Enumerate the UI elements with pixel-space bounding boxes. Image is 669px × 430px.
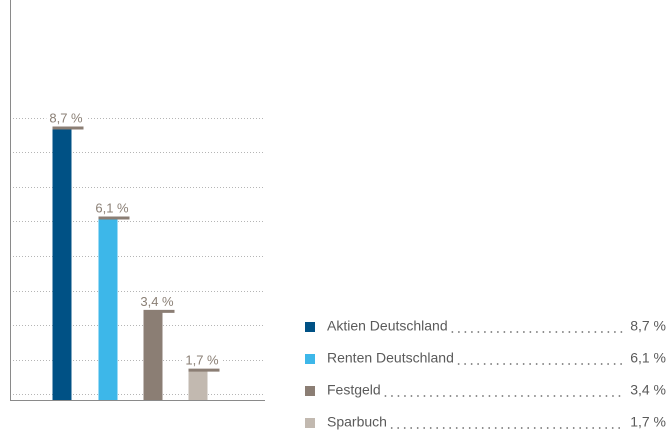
- grid: [10, 118, 265, 395]
- legend-label: Aktien Deutschland: [327, 318, 448, 334]
- label-background: [182, 352, 223, 368]
- legend-value: 8,7 %: [630, 318, 666, 334]
- legend-value: 1,7 %: [630, 414, 666, 430]
- legend-label: Sparbuch: [327, 414, 387, 430]
- bar: [143, 311, 163, 400]
- legend: Aktien Deutschland 8,7 % Renten Deutschlan…: [305, 318, 666, 430]
- legend-value: 6,1 %: [630, 350, 666, 366]
- legend-value: 3,4 %: [630, 382, 666, 398]
- label-background: [137, 293, 178, 309]
- label-background: [46, 110, 87, 126]
- legend-swatch: [305, 386, 315, 396]
- value-label: 1,7 %: [185, 353, 219, 368]
- label-background: [92, 200, 133, 216]
- bar: [98, 217, 118, 400]
- value-label: 6,1 %: [95, 200, 129, 215]
- legend-label: Festgeld: [327, 382, 381, 398]
- bar: [188, 370, 208, 400]
- legend-swatch: [305, 354, 315, 364]
- legend-label: Renten Deutschland: [327, 350, 454, 366]
- bars: [52, 128, 208, 400]
- legend-swatch: [305, 322, 315, 332]
- value-label: 8,7 %: [49, 110, 83, 125]
- value-label: 3,4 %: [140, 294, 174, 309]
- labels: 8,7 % 6,1 % 3,4 % 1,7 %: [46, 110, 223, 372]
- legend-swatch: [305, 418, 315, 428]
- bar: [52, 128, 72, 400]
